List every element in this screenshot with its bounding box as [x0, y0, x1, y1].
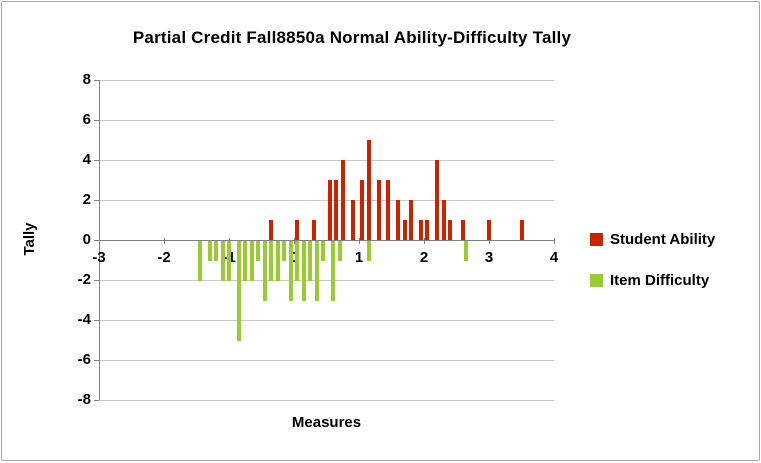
item-difficulty-bar: [275, 241, 280, 281]
item-difficulty-bar: [295, 241, 300, 281]
item-difficulty-bar: [249, 241, 254, 281]
x-tick-label: 0: [289, 249, 299, 266]
gridline: [99, 120, 554, 121]
item-difficulty-bar: [269, 241, 274, 281]
student-ability-bar: [435, 160, 439, 240]
x-tick-mark: [164, 238, 165, 244]
student-ability-bar: [409, 200, 413, 240]
student-ability-bar: [350, 200, 355, 240]
student-ability-bar: [461, 220, 465, 240]
x-tick-mark: [424, 238, 425, 244]
legend: Student Ability Item Difficulty: [590, 231, 715, 313]
legend-label-item-difficulty: Item Difficulty: [610, 272, 710, 289]
student-ability-bar: [311, 220, 316, 240]
student-ability-bar: [386, 180, 391, 240]
student-ability-bar: [396, 200, 400, 240]
y-tick-label: -8: [77, 391, 91, 408]
gridline: [99, 160, 554, 161]
y-tick-mark: [94, 280, 99, 281]
x-tick-mark: [489, 238, 490, 244]
student-ability-bar: [295, 220, 300, 240]
y-tick-label: 0: [82, 231, 91, 248]
gridline: [99, 80, 554, 81]
item-difficulty-bar: [220, 241, 225, 281]
y-tick-label: -6: [77, 351, 91, 368]
student-ability-bar: [340, 160, 345, 240]
item-difficulty-bar: [308, 241, 313, 281]
item-difficulty-bar: [366, 241, 371, 261]
student-ability-bar: [334, 180, 339, 240]
item-difficulty-bar: [256, 241, 261, 261]
student-ability-bar: [487, 220, 491, 240]
y-axis-label: Tally: [21, 222, 38, 256]
x-tick-mark: [99, 238, 100, 244]
item-difficulty-bar: [337, 241, 342, 261]
y-tick-label: 6: [82, 111, 91, 128]
chart-title: Partial Credit Fall8850a Normal Ability-…: [132, 28, 572, 47]
item-difficulty-bar: [288, 241, 293, 301]
gridline: [99, 400, 554, 401]
gridline: [99, 200, 554, 201]
x-tick-mark: [359, 238, 360, 244]
item-difficulty-bar: [197, 241, 202, 281]
y-tick-mark: [94, 80, 99, 81]
y-tick-mark: [94, 240, 99, 241]
y-tick-mark: [94, 320, 99, 321]
student-ability-bar: [402, 220, 407, 240]
item-difficulty-bar: [314, 241, 319, 301]
x-tick-label: -3: [92, 249, 106, 266]
legend-entry-student-ability: Student Ability: [590, 231, 715, 248]
y-tick-label: 4: [82, 151, 91, 168]
x-tick-label: 2: [419, 249, 429, 266]
x-axis-label: Measures: [291, 414, 362, 431]
gridline: [99, 280, 554, 281]
item-difficulty-bar: [243, 241, 248, 281]
item-difficulty-bar: [207, 241, 212, 261]
item-difficulty-bar: [301, 241, 306, 301]
x-tick-label: 4: [549, 249, 559, 266]
y-tick-label: -4: [77, 311, 91, 328]
student-ability-bar: [441, 200, 446, 240]
gridline: [99, 320, 554, 321]
student-ability-bar: [519, 220, 524, 240]
x-axis-line: [99, 240, 554, 241]
item-difficulty-bar: [227, 241, 231, 281]
item-difficulty-bar: [282, 241, 287, 261]
y-tick-label: 2: [82, 191, 91, 208]
x-tick-label: 1: [354, 249, 364, 266]
legend-entry-item-difficulty: Item Difficulty: [590, 272, 715, 289]
y-tick-mark: [94, 200, 99, 201]
x-tick-mark: [294, 238, 295, 244]
gridline: [99, 360, 554, 361]
item-difficulty-bar: [236, 241, 241, 341]
y-tick-mark: [94, 120, 99, 121]
y-tick-label: 8: [82, 71, 91, 88]
student-ability-bar: [376, 180, 381, 240]
student-ability-bar: [418, 220, 423, 240]
item-difficulty-bar: [464, 241, 469, 261]
y-tick-mark: [94, 360, 99, 361]
y-tick-mark: [94, 400, 99, 401]
x-tick-mark: [554, 238, 555, 244]
student-ability-bar: [360, 180, 365, 240]
x-tick-label: 3: [484, 249, 494, 266]
legend-swatch-item-difficulty: [590, 274, 603, 287]
student-ability-bar: [269, 220, 274, 240]
legend-label-student-ability: Student Ability: [610, 231, 716, 248]
y-tick-label: -2: [77, 271, 91, 288]
item-difficulty-bar: [214, 241, 218, 261]
student-ability-bar: [327, 180, 332, 240]
student-ability-bar: [425, 220, 430, 240]
x-tick-label: -2: [157, 249, 171, 266]
item-difficulty-bar: [321, 241, 326, 261]
student-ability-bar: [366, 140, 371, 240]
item-difficulty-bar: [262, 241, 267, 301]
y-tick-mark: [94, 160, 99, 161]
item-difficulty-bar: [331, 241, 335, 301]
legend-swatch-student-ability: [590, 233, 603, 246]
student-ability-bar: [448, 220, 452, 240]
